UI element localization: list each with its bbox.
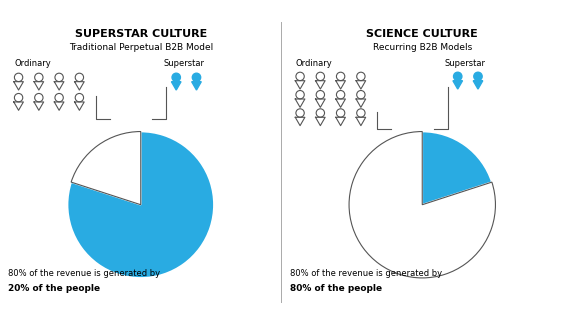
Circle shape [193, 73, 200, 82]
Text: Recurring B2B Models: Recurring B2B Models [373, 43, 472, 52]
Text: Superstar: Superstar [163, 59, 204, 68]
Wedge shape [71, 132, 141, 205]
Text: SUPERSTAR CULTURE: SUPERSTAR CULTURE [75, 29, 207, 39]
Wedge shape [68, 132, 214, 278]
Text: 80% of the revenue is generated by: 80% of the revenue is generated by [8, 269, 163, 278]
Circle shape [454, 72, 462, 81]
Polygon shape [453, 81, 463, 89]
Text: 80% of the people: 80% of the people [290, 283, 382, 292]
Text: Ordinary: Ordinary [296, 59, 332, 68]
Text: 20% of the people: 20% of the people [8, 283, 101, 292]
Circle shape [172, 73, 180, 82]
Polygon shape [171, 82, 181, 90]
Circle shape [474, 72, 482, 81]
Polygon shape [473, 81, 483, 89]
Text: 80% of the revenue is generated by: 80% of the revenue is generated by [290, 269, 445, 278]
Text: Superstar: Superstar [445, 59, 486, 68]
Polygon shape [191, 82, 202, 90]
Text: Traditional Perpetual B2B Model: Traditional Perpetual B2B Model [69, 43, 213, 52]
Text: SCIENCE CULTURE: SCIENCE CULTURE [367, 29, 478, 39]
Text: Ordinary: Ordinary [14, 59, 51, 68]
Wedge shape [422, 132, 492, 205]
Wedge shape [349, 132, 495, 278]
